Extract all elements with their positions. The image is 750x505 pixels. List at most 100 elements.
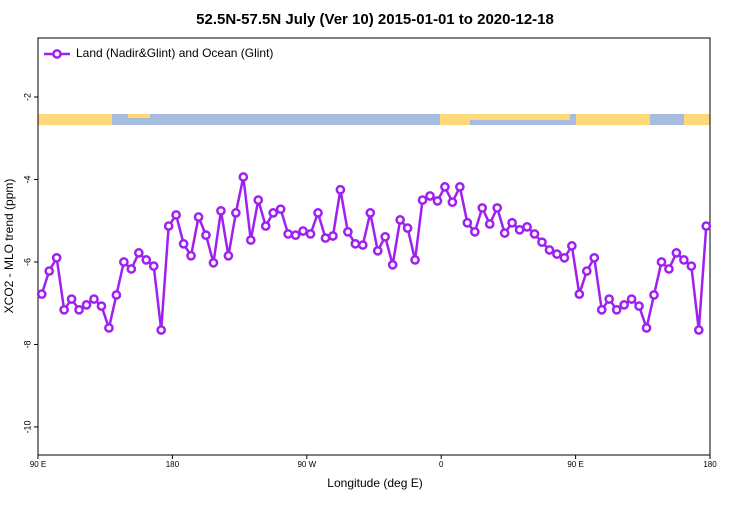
data-point <box>462 217 473 228</box>
data-point <box>611 304 622 315</box>
data-point <box>529 229 540 239</box>
data-point <box>119 257 129 267</box>
data-point <box>477 203 488 213</box>
data-point <box>499 228 510 238</box>
data-point <box>350 238 361 249</box>
data-point <box>686 261 697 271</box>
data-point <box>544 245 555 255</box>
data-point <box>238 172 249 182</box>
data-point <box>395 215 405 225</box>
data-point <box>290 230 301 241</box>
data-point <box>357 240 368 250</box>
data-point <box>567 241 577 251</box>
plot-frame <box>37 37 711 456</box>
data-point <box>387 260 398 270</box>
data-point <box>36 289 47 299</box>
data-point <box>656 257 667 267</box>
data-point <box>178 238 189 249</box>
chart-title: 52.5N-57.5N July (Ver 10) 2015-01-01 to … <box>196 11 554 28</box>
data-point <box>298 226 308 236</box>
data-point <box>268 208 279 218</box>
data-point <box>208 257 219 268</box>
data-point <box>163 221 174 231</box>
data-point <box>141 255 152 265</box>
data-point <box>484 219 495 229</box>
data-point <box>343 227 353 237</box>
data-point <box>148 261 159 271</box>
data-point <box>649 290 659 300</box>
data-point <box>201 230 211 241</box>
data-point <box>522 222 532 232</box>
data-point <box>447 197 458 208</box>
data-point <box>559 252 570 263</box>
data-point <box>216 205 226 216</box>
data-point <box>679 255 689 265</box>
data-point <box>81 300 92 310</box>
x-tick-label: 90 W <box>297 460 316 469</box>
data-point <box>469 227 480 237</box>
data-point <box>320 233 331 243</box>
data-point <box>417 195 428 205</box>
data-point <box>425 191 435 201</box>
data-point <box>365 208 376 218</box>
data-point <box>260 221 271 231</box>
data-point <box>328 231 338 241</box>
data-point <box>133 248 144 258</box>
x-tick-label: 180 <box>703 460 717 469</box>
data-point <box>44 266 55 276</box>
data-point <box>231 208 241 218</box>
data-point <box>96 301 107 311</box>
data-point <box>74 304 84 315</box>
y-tick-label: -4 <box>22 175 32 183</box>
data-point <box>335 184 346 195</box>
data-point <box>126 264 137 274</box>
data-point <box>275 204 286 215</box>
data-point <box>380 231 391 242</box>
data-point <box>634 301 644 311</box>
y-tick-label: -8 <box>22 340 32 348</box>
y-axis-label: XCO2 - MLO trend (ppm) <box>2 179 16 314</box>
data-point <box>104 323 114 333</box>
data-point <box>514 224 525 235</box>
data-point <box>313 208 323 218</box>
data-point <box>537 237 547 248</box>
data-point <box>664 264 674 274</box>
data-point <box>66 294 77 304</box>
data-point <box>89 294 99 304</box>
data-point <box>111 290 122 300</box>
x-tick-label: 180 <box>166 460 180 469</box>
data-point <box>701 221 712 231</box>
data-point <box>596 304 607 315</box>
data-point <box>693 325 704 335</box>
y-tick-label: -2 <box>22 93 32 101</box>
data-point <box>253 195 264 205</box>
data-point <box>186 250 196 261</box>
data-point <box>581 266 592 276</box>
x-axis-label: Longitude (deg E) <box>327 476 422 490</box>
data-point <box>51 252 62 263</box>
data-point <box>440 182 450 192</box>
data-point <box>574 289 585 299</box>
data-point <box>492 203 503 213</box>
data-point <box>641 323 652 333</box>
data-point <box>507 217 517 228</box>
map-strip <box>38 114 710 125</box>
data-point <box>193 212 204 222</box>
data-point <box>283 229 293 239</box>
data-point <box>410 255 420 265</box>
data-point <box>245 235 256 245</box>
x-tick-label: 90 E <box>30 460 46 469</box>
x-tick-label: 90 E <box>567 460 583 469</box>
y-tick-label: -10 <box>22 420 32 433</box>
data-point <box>372 245 383 256</box>
data-point <box>402 223 413 233</box>
data-point <box>156 325 167 335</box>
data-point <box>552 249 562 259</box>
y-tick-label: -6 <box>22 258 32 266</box>
x-tick-label: 0 <box>439 460 444 469</box>
legend-marker <box>52 49 62 59</box>
data-point <box>589 252 600 263</box>
data-point <box>604 294 615 304</box>
data-point <box>455 182 465 192</box>
